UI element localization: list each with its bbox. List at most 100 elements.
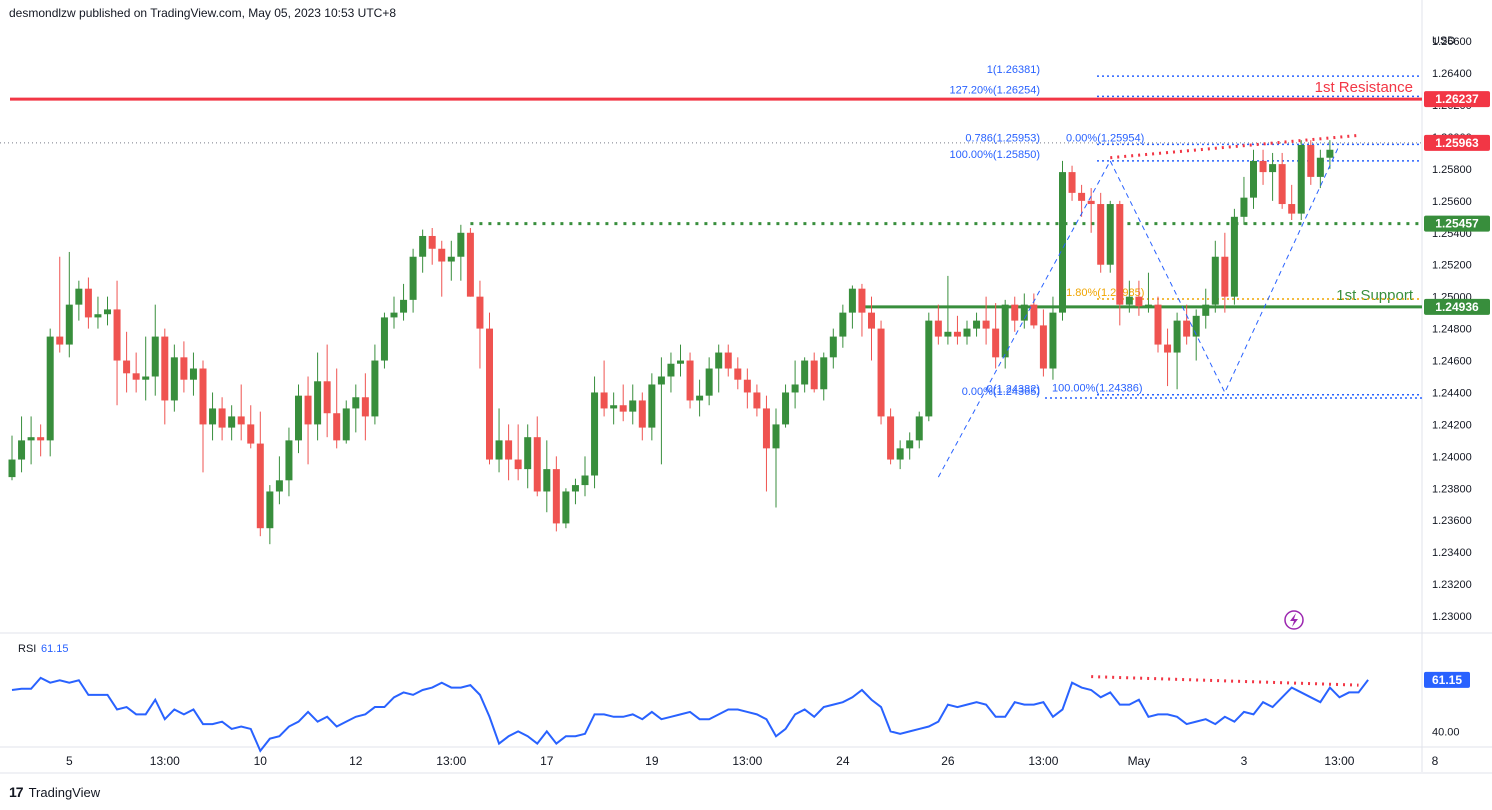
candle-body: [1087, 200, 1095, 205]
candle-body: [610, 405, 618, 409]
rsi-divergence-line: [1091, 675, 1359, 687]
candle-body: [8, 459, 16, 478]
candle-body: [1192, 315, 1200, 337]
time-tick-label: 24: [836, 754, 850, 768]
fib-level-label: 1(1.26381): [987, 64, 1040, 76]
candle-body: [1097, 204, 1105, 265]
candle-body: [743, 379, 751, 393]
rsi-last-value: 61.15: [1432, 673, 1462, 687]
candle-body: [37, 437, 45, 441]
candle-body: [295, 395, 302, 441]
time-tick-label: 5: [66, 754, 73, 768]
candle-body: [1030, 304, 1038, 326]
time-tick-label: 12: [349, 754, 363, 768]
candle-body: [591, 392, 599, 476]
rsi-title: RSI: [18, 643, 36, 655]
candle-body: [266, 491, 274, 529]
candle-body: [486, 328, 493, 460]
tradingview-logo-mark: 17: [9, 784, 24, 800]
candle-body: [1259, 160, 1267, 173]
candle-body: [189, 368, 197, 380]
candle-body: [877, 328, 885, 417]
candle-body: [419, 235, 427, 257]
fib-level-label: 61.80%(1.24985): [1060, 287, 1144, 299]
pattern-lines: [937, 133, 1359, 478]
current-price-text: 1.25963: [1435, 136, 1479, 150]
candle-body: [896, 448, 904, 460]
tradingview-brand: TradingView: [28, 784, 101, 800]
candle-body: [992, 328, 1000, 358]
candle-body: [438, 248, 446, 262]
candle-body: [600, 392, 608, 409]
candle-body: [447, 256, 455, 262]
candle-body: [400, 299, 408, 313]
candle-body: [791, 384, 799, 393]
time-tick-label: 10: [254, 754, 268, 768]
price-tick-label: 1.25200: [1432, 260, 1472, 272]
candle-body: [1316, 157, 1324, 177]
candle-body: [1288, 204, 1296, 214]
candle-body: [56, 336, 64, 345]
candle-body: [1202, 304, 1210, 316]
candle-body: [762, 408, 770, 449]
candle-body: [1221, 256, 1229, 297]
candle-body: [906, 440, 914, 449]
candle-body: [199, 368, 207, 425]
currency-label: USD: [1432, 35, 1455, 47]
fib-annotations: 1(1.26381) 127.20%(1.26254) 0.786(1.25953)…: [949, 64, 1422, 399]
candle-body: [820, 357, 828, 390]
candle-body: [285, 440, 293, 481]
tradingview-logo[interactable]: 17 TradingView: [9, 784, 100, 800]
candle-body: [1068, 172, 1076, 193]
candle-body: [1059, 172, 1066, 313]
candle-body: [1144, 304, 1152, 307]
candle-body: [65, 304, 73, 345]
candle-body: [982, 320, 990, 329]
candle-body: [715, 352, 723, 369]
fib-level-label: 0.786(1.25953): [965, 132, 1040, 144]
candle-body: [1211, 256, 1219, 305]
candle-body: [237, 416, 245, 425]
support-price-text: 1.24936: [1435, 300, 1479, 314]
candle-body: [1125, 296, 1133, 305]
candle-body: [552, 469, 560, 524]
candle-body: [944, 331, 952, 337]
candle-body: [209, 408, 217, 425]
time-tick-label: 13:00: [732, 754, 762, 768]
candle-body: [1183, 320, 1191, 337]
resistance-price-badge: [1424, 91, 1490, 108]
candle-body: [323, 381, 331, 414]
price-pane-grid: [0, 0, 1492, 774]
candle-body: [409, 256, 417, 300]
price-tick-label: 1.24200: [1432, 419, 1472, 431]
candle-body: [1039, 325, 1047, 369]
candle-body: [495, 440, 503, 460]
candle-body: [848, 288, 856, 313]
time-tick-label: 19: [645, 754, 659, 768]
time-axis: 5 13:00 10 12 13:00 17 19 13:00 24 26 13:00 May 3 13:…: [66, 754, 1439, 768]
price-tick-label: 1.26600: [1432, 36, 1472, 48]
candle-body: [1240, 197, 1248, 217]
time-tick-label: 17: [540, 754, 554, 768]
price-tick-label: 1.23600: [1432, 515, 1472, 527]
candle-body: [380, 317, 388, 361]
fib-level-label: 0(1.24382): [987, 383, 1040, 395]
candle-body: [1297, 144, 1305, 214]
candle-body: [514, 459, 522, 470]
support-label: 1st Support: [1336, 287, 1414, 304]
harmonic-pattern-line: [937, 144, 1340, 478]
lightning-icon: [1284, 610, 1304, 630]
fib-level-label: 127.20%(1.26254): [949, 84, 1040, 96]
candle-body: [18, 440, 26, 460]
candle-body: [104, 309, 111, 315]
candle-body: [476, 296, 484, 329]
candle-body: [801, 360, 809, 385]
publisher-header: desmondlzw published on TradingView.com,…: [9, 6, 397, 20]
candle-body: [457, 232, 465, 257]
candle-body: [1078, 192, 1086, 201]
candle-body: [963, 328, 971, 337]
rsi-line: [11, 676, 1369, 753]
candle-body: [46, 336, 54, 441]
candle-body: [505, 440, 513, 460]
